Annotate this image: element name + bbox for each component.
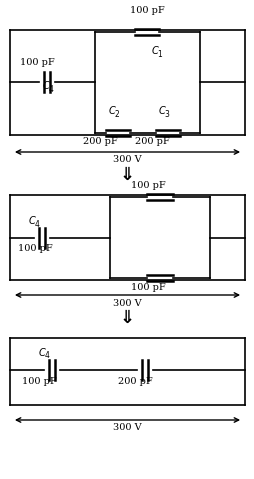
Text: $C$: $C$ [28, 214, 37, 226]
Text: 100 pF: 100 pF [129, 5, 164, 14]
Text: $C$: $C$ [38, 346, 46, 358]
Text: 100 pF: 100 pF [18, 243, 53, 252]
Text: 100 pF: 100 pF [22, 377, 57, 387]
Text: 100 pF: 100 pF [130, 181, 165, 190]
Text: 100 pF: 100 pF [20, 57, 55, 67]
Text: $C$: $C$ [150, 44, 159, 56]
Text: 200 pF: 200 pF [82, 137, 117, 147]
Text: $C$: $C$ [42, 79, 51, 91]
Text: 200 pF: 200 pF [118, 377, 152, 387]
Text: $C$: $C$ [108, 104, 116, 116]
Text: $C$: $C$ [157, 104, 166, 116]
Text: $4$: $4$ [44, 350, 50, 361]
Text: 300 V: 300 V [112, 156, 141, 164]
Text: ⇓: ⇓ [119, 166, 134, 184]
Text: $1$: $1$ [156, 47, 163, 58]
Text: ⇓: ⇓ [119, 309, 134, 327]
Text: 100 pF: 100 pF [130, 284, 165, 293]
Text: $4$: $4$ [34, 217, 40, 228]
Text: $3$: $3$ [163, 107, 170, 118]
Text: 300 V: 300 V [112, 298, 141, 308]
Text: 300 V: 300 V [112, 423, 141, 433]
Text: $2$: $2$ [114, 107, 120, 118]
Text: 200 pF: 200 pF [134, 137, 169, 147]
Text: $4$: $4$ [48, 82, 54, 93]
